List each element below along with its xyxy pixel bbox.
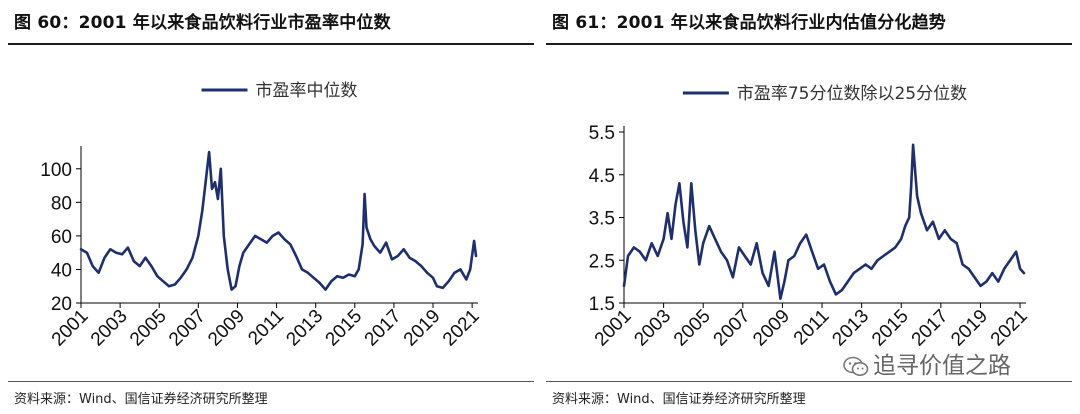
- wechat-icon: [843, 356, 869, 376]
- pe-median-chart: 市盈率中位数2040608010020012003200520072009201…: [40, 81, 484, 351]
- y-tick-label: 60: [51, 227, 72, 248]
- watermark-text: 追寻价值之路: [873, 353, 1011, 379]
- figure-panel-left: 图 60：2001 年以来食品饮料行业市盈率中位数 市盈率中位数 20 40 60 80…: [8, 0, 534, 414]
- x-tick-label: 2021: [439, 306, 484, 351]
- x-tick-label: 2021: [987, 306, 1032, 351]
- x-tick-label: 2003: [87, 306, 132, 351]
- figure-panel-right: 图 61：2001 年以来食品饮料行业内估值分化趋势 市盈率75分位数除以25分…: [546, 0, 1072, 414]
- x-tick-label: 2017: [908, 306, 953, 351]
- title-divider: [8, 43, 534, 45]
- valuation-dispersion-chart: 市盈率75分位数除以25分位数1.52.53.54.55.52001200320…: [589, 84, 1032, 351]
- y-tick-label: 2.5: [589, 251, 615, 272]
- figure-title: 图 61：2001 年以来食品饮料行业内估值分化趋势: [552, 13, 947, 33]
- x-tick-label: 2009: [749, 306, 794, 351]
- source-divider: [546, 381, 1072, 382]
- x-tick-label: 2007: [710, 306, 755, 351]
- x-tick-label: 2017: [361, 306, 406, 351]
- x-tick-label: 2011: [790, 306, 834, 350]
- x-tick-label: 2013: [828, 306, 873, 351]
- y-tick-label: 4.5: [589, 166, 615, 187]
- y-tick-label: 3.5: [589, 209, 615, 230]
- y-tick-label: 5.5: [589, 123, 615, 144]
- series-line: [79, 150, 478, 291]
- y-tick-label: 1.5: [589, 294, 615, 315]
- x-tick-label: 2005: [126, 306, 171, 351]
- x-tick-label: 2009: [204, 306, 249, 351]
- series-line: [622, 143, 1026, 300]
- title-divider: [546, 43, 1072, 45]
- x-tick-label: 2011: [244, 306, 288, 350]
- x-tick-label: 2013: [282, 306, 327, 351]
- x-tick-label: 2015: [322, 306, 367, 351]
- y-tick-label: 20: [51, 294, 72, 315]
- legend-label: 市盈率中位数: [256, 81, 358, 101]
- x-tick-label: 2019: [400, 306, 445, 351]
- x-tick-label: 2007: [165, 306, 210, 351]
- figure-title: 图 60：2001 年以来食品饮料行业市盈率中位数: [14, 13, 391, 33]
- x-tick-label: 2003: [630, 306, 675, 351]
- y-tick-label: 100: [40, 160, 72, 181]
- x-tick-label: 2019: [947, 306, 992, 351]
- source-divider: [8, 381, 534, 382]
- source-note: 资料来源：Wind、国信证券经济研究所整理: [14, 392, 268, 407]
- source-note: 资料来源：Wind、国信证券经济研究所整理: [552, 392, 806, 407]
- x-tick-label: 2015: [868, 306, 913, 351]
- x-tick-label: 2005: [670, 306, 715, 351]
- y-tick-label: 80: [51, 193, 72, 214]
- y-tick-label: 40: [51, 260, 72, 281]
- legend-label: 市盈率75分位数除以25分位数: [737, 84, 967, 104]
- watermark: 追寻价值之路: [843, 346, 1011, 380]
